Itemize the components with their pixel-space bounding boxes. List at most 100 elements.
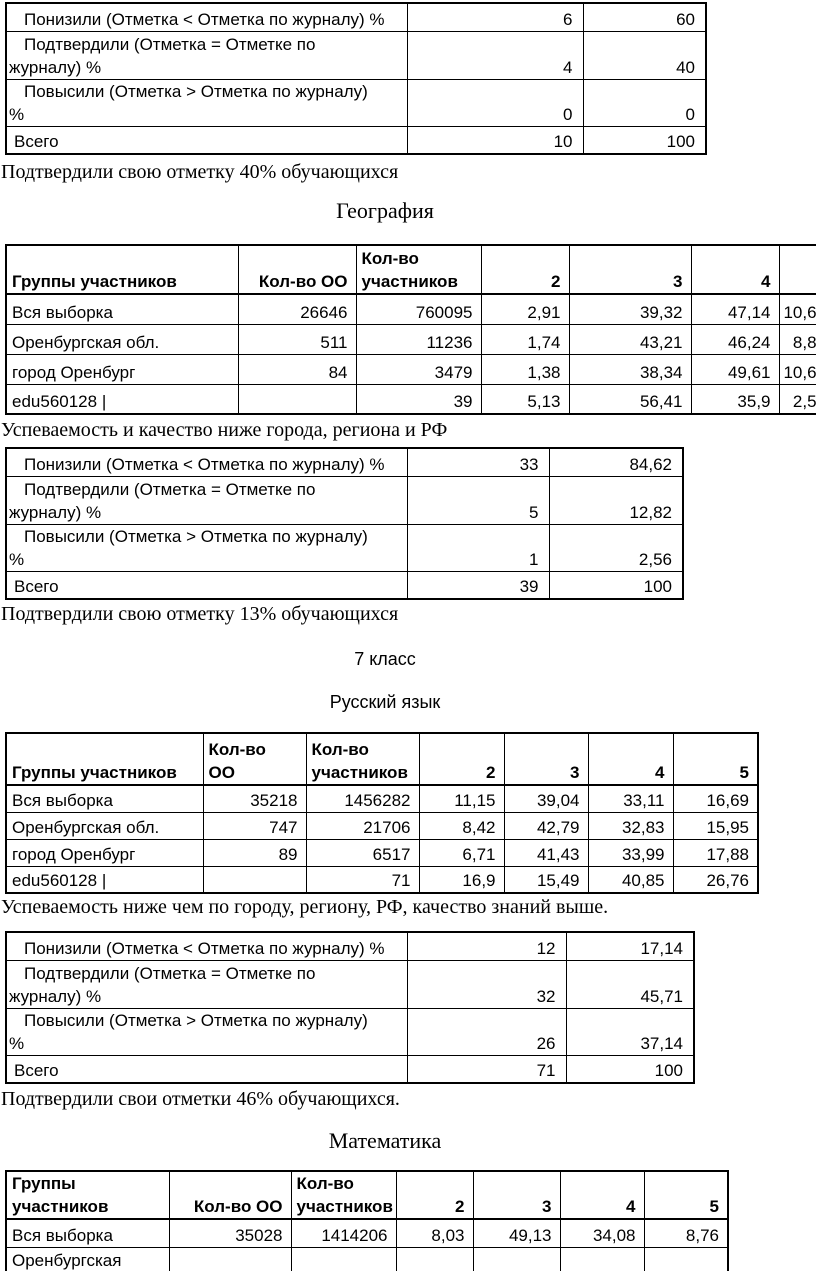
cell-count: 4 xyxy=(406,30,584,80)
table-row: Понизили (Отметка < Отметка по журналу) … xyxy=(5,2,707,32)
table-row: Понизили (Отметка < Отметка по журналу) … xyxy=(5,447,684,477)
cell-label: Понизили (Отметка < Отметка по журналу) … xyxy=(5,931,408,961)
cell-mark4: 33,11 xyxy=(587,784,674,813)
cell-group-text: Оренбургская обл. xyxy=(12,1250,122,1270)
header-mark3: 3 xyxy=(503,732,589,786)
table-row: Подтвердили (Отметка = Отметке по журнал… xyxy=(5,30,707,80)
cell-mark3: 39,04 xyxy=(503,784,589,813)
table-row: Оренбургская обл. 747 21706 8,42 42,79 3… xyxy=(5,811,759,840)
cell-label-text: Понизили (Отметка < Отметка по журналу) … xyxy=(24,938,385,958)
table-header-row: Группы участников Кол-во ОО Кол-во участ… xyxy=(5,1170,729,1220)
cell-label-text: Понизили (Отметка < Отметка по журналу) … xyxy=(24,454,385,474)
cell-participants: 71 xyxy=(305,865,420,894)
cell-percent: 40 xyxy=(582,30,707,80)
cell-mark3: 42,79 xyxy=(503,811,589,840)
cell-participants: 1414206 xyxy=(290,1218,397,1248)
cell-schools: 737 xyxy=(168,1246,292,1271)
cell-percent: 100 xyxy=(582,125,707,155)
cell-label-text: Понизили (Отметка < Отметка по журналу) … xyxy=(24,9,385,29)
cell-mark5: 8,76 xyxy=(643,1218,729,1248)
cell-mark2: 5,13 xyxy=(480,383,570,415)
cell-count: 32 xyxy=(406,959,567,1009)
cell-group: Оренбургская обл. xyxy=(5,1246,170,1271)
cell-mark2: 8,42 xyxy=(418,811,505,840)
cell-percent: 0 xyxy=(582,78,707,127)
cell-count: 71 xyxy=(406,1054,567,1084)
heading-russian-language: Русский язык xyxy=(329,692,441,712)
cell-mark4: 32,83 xyxy=(587,811,674,840)
cell-mark4: 34,08 xyxy=(559,1218,645,1248)
note-geography-performance: Успеваемость и качество ниже города, рег… xyxy=(1,419,448,441)
cell-schools: 747 xyxy=(202,811,307,840)
cell-mark3: 15,49 xyxy=(503,865,589,894)
cell-mark5: 8,81 xyxy=(778,323,816,355)
header-group: Группы участников xyxy=(5,1170,170,1220)
cell-participants: 1456282 xyxy=(305,784,420,813)
cell-mark5: 15,95 xyxy=(672,811,759,840)
cell-group: Вся выборка xyxy=(5,1218,170,1248)
cell-label: Повысили (Отметка > Отметка по журналу) … xyxy=(5,78,408,127)
header-mark5: 5 xyxy=(672,732,759,786)
cell-percent: 17,14 xyxy=(565,931,695,961)
cell-count: 12 xyxy=(406,931,567,961)
cell-label-text: Повысили (Отметка > Отметка по журналу) … xyxy=(9,81,368,124)
cell-mark2: 2,91 xyxy=(480,293,570,325)
header-participants: Кол-во участников xyxy=(305,732,420,786)
table-row: Подтвердили (Отметка = Отметке по журнал… xyxy=(5,959,695,1009)
cell-mark3: 56,41 xyxy=(568,383,692,415)
cell-mark4: 40,85 xyxy=(587,865,674,894)
table-row: Понизили (Отметка < Отметка по журналу) … xyxy=(5,931,695,961)
cell-percent: 100 xyxy=(548,570,684,600)
cell-count: 26 xyxy=(406,1007,567,1056)
cell-label-text: Всего xyxy=(14,1061,59,1080)
cell-participants: 11236 xyxy=(355,323,482,355)
cell-mark5: 7,79 xyxy=(643,1246,729,1271)
cell-label-text: Всего xyxy=(14,132,59,151)
header-participants: Кол-во участников xyxy=(355,244,482,295)
cell-schools: 35218 xyxy=(202,784,307,813)
cell-mark2: 6,71 xyxy=(418,838,505,867)
cell-percent: 2,56 xyxy=(548,523,684,572)
cell-label-text: Подтвердили (Отметка = Отметке по журнал… xyxy=(9,963,316,1006)
header-mark2: 2 xyxy=(418,732,505,786)
header-schools: Кол-во ОО xyxy=(237,244,357,295)
cell-mark2: 11,15 xyxy=(418,784,505,813)
header-participants: Кол-во участников xyxy=(290,1170,397,1220)
cell-label-text: Подтвердили (Отметка = Отметке по журнал… xyxy=(9,479,316,522)
heading-grade-7: 7 класс xyxy=(354,649,416,669)
cell-count: 33 xyxy=(406,447,550,477)
cell-schools xyxy=(202,865,307,894)
heading-mathematics: Математика xyxy=(328,1128,442,1153)
cell-label-text: Повысили (Отметка > Отметка по журналу) … xyxy=(9,526,368,569)
table-row: город Оренбург 89 6517 6,71 41,43 33,99 … xyxy=(5,838,759,867)
cell-mark4: 33,99 xyxy=(587,838,674,867)
cell-participants: 21706 xyxy=(305,811,420,840)
cell-label: Всего xyxy=(5,1054,408,1084)
top-marks-summary-table: Понизили (Отметка < Отметка по журналу) … xyxy=(5,2,707,155)
cell-group: город Оренбург xyxy=(5,353,239,385)
cell-group: Вся выборка xyxy=(5,784,204,813)
cell-label: Всего xyxy=(5,125,408,155)
header-mark2: 2 xyxy=(480,244,570,295)
cell-mark2: 16,9 xyxy=(418,865,505,894)
cell-mark3: 38,34 xyxy=(568,353,692,385)
cell-group: Вся выборка xyxy=(5,293,239,325)
header-group: Группы участников xyxy=(5,732,204,786)
table-row: Повысили (Отметка > Отметка по журналу) … xyxy=(5,1007,695,1056)
cell-label: Подтвердили (Отметка = Отметке по журнал… xyxy=(5,30,408,80)
cell-label: Подтвердили (Отметка = Отметке по журнал… xyxy=(5,959,408,1009)
cell-mark3: 41,43 xyxy=(503,838,589,867)
note-confirmed-46: Подтвердили свои отметки 46% обучающихся… xyxy=(1,1088,400,1110)
cell-mark2: 1,74 xyxy=(480,323,570,355)
header-group: Группы участников xyxy=(5,244,239,295)
cell-group: Оренбургская обл. xyxy=(5,811,204,840)
cell-mark5: 16,69 xyxy=(672,784,759,813)
table-header-row: Группы участников Кол-во ОО Кол-во участ… xyxy=(5,244,816,295)
cell-count: 10 xyxy=(406,125,584,155)
cell-percent: 100 xyxy=(565,1054,695,1084)
geography-marks-summary-table: Понизили (Отметка < Отметка по журналу) … xyxy=(5,447,684,600)
table-row: Вся выборка 35218 1456282 11,15 39,04 33… xyxy=(5,784,759,813)
table-row: Всего 10 100 xyxy=(5,125,707,155)
table-row: Повысили (Отметка > Отметка по журналу) … xyxy=(5,523,684,572)
